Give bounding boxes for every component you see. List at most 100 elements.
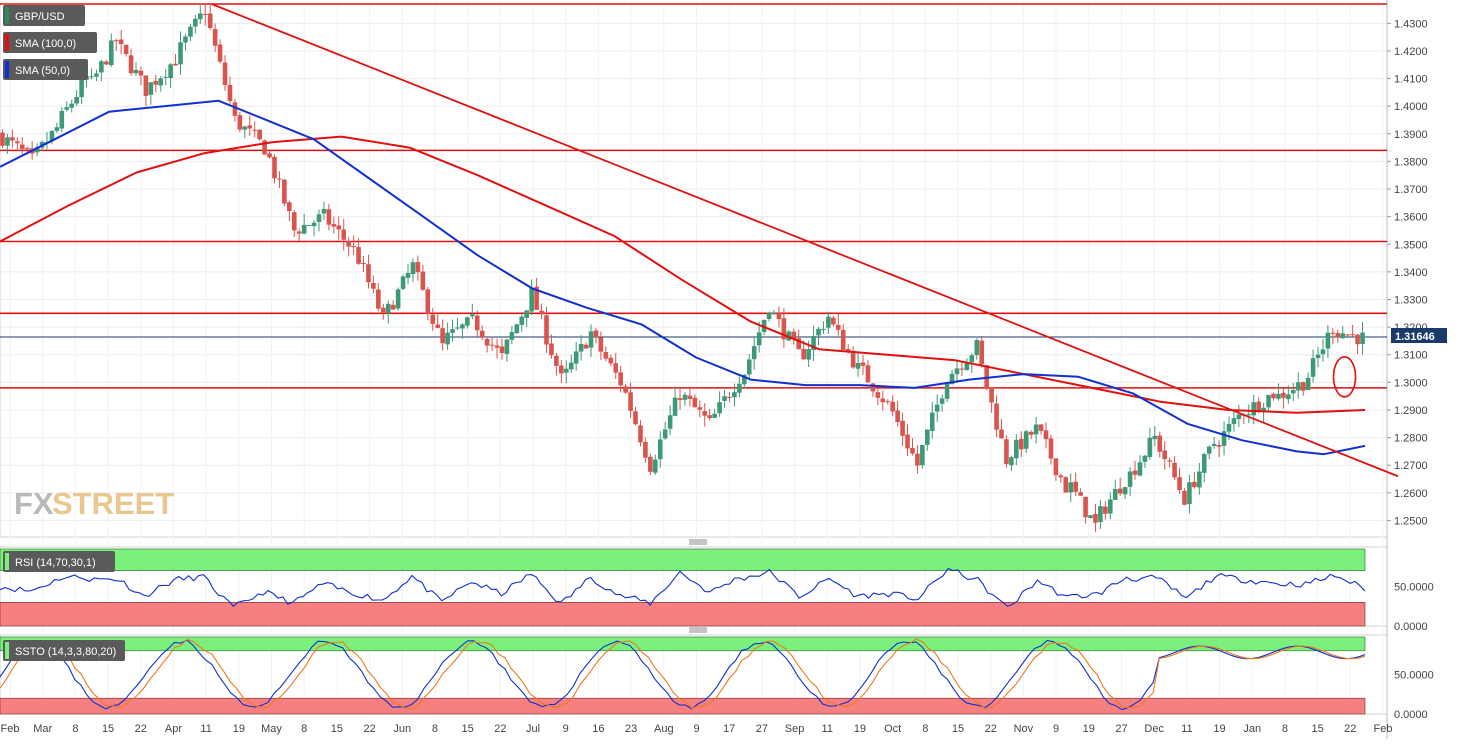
overbought-zone xyxy=(0,636,1366,652)
x-tick-label: 22 xyxy=(985,723,997,735)
legend-ssto[interactable]: SSTO (14,3,3,80,20) xyxy=(3,640,125,661)
candle xyxy=(133,62,139,76)
candle xyxy=(910,438,915,456)
candle xyxy=(657,431,663,468)
candle xyxy=(504,338,510,362)
y-tick-label: 1.4200 xyxy=(1394,46,1428,58)
candle xyxy=(272,154,277,184)
pct-d-line xyxy=(0,638,1366,710)
candle xyxy=(628,382,633,418)
candle xyxy=(1286,385,1291,404)
legend-sma50-label: SMA (50,0) xyxy=(15,65,70,77)
x-tick-label: 27 xyxy=(756,723,768,735)
candle xyxy=(1142,454,1148,469)
candle xyxy=(593,328,599,344)
candle xyxy=(118,29,124,55)
candle xyxy=(855,352,861,377)
x-tick-label: 8 xyxy=(1282,723,1288,735)
candle xyxy=(1048,434,1054,465)
candle xyxy=(311,220,317,237)
x-tick-label: 23 xyxy=(625,723,637,735)
y-tick-label: 1.3100 xyxy=(1394,350,1428,362)
y-tick-label: 1.2500 xyxy=(1394,515,1428,527)
candle xyxy=(559,359,564,384)
candle xyxy=(321,201,327,220)
candle xyxy=(939,394,945,412)
candle xyxy=(143,75,149,107)
legend-sma100[interactable]: SMA (100,0) xyxy=(3,32,97,53)
trendline xyxy=(211,3,1399,478)
candle xyxy=(188,24,193,42)
x-tick-label: 9 xyxy=(563,723,569,735)
candle xyxy=(618,366,623,393)
candle xyxy=(776,306,782,328)
candle xyxy=(771,309,777,316)
candle xyxy=(291,209,297,237)
y-tick-label: 1.3600 xyxy=(1394,212,1428,224)
y-tick-label: 1.4300 xyxy=(1394,18,1428,30)
candle xyxy=(687,386,693,407)
price-axis: 1.2500 1.2600 1.2700 1.2800 1.2900 1.3000 1.31… xyxy=(1387,18,1434,721)
candle xyxy=(1320,338,1326,362)
indicator-tick-label: 0.0000 xyxy=(1394,709,1428,721)
candle xyxy=(59,106,65,133)
candle xyxy=(682,392,688,406)
candle xyxy=(1310,349,1316,383)
x-tick-label: 22 xyxy=(494,723,506,735)
candle xyxy=(831,315,836,327)
candle xyxy=(1068,473,1074,502)
candle xyxy=(371,275,376,294)
candle xyxy=(336,216,342,241)
y-tick-label: 1.3500 xyxy=(1394,239,1428,251)
candle xyxy=(1172,456,1177,481)
candle xyxy=(514,323,520,334)
candle xyxy=(865,360,871,383)
candle xyxy=(197,5,203,24)
candle xyxy=(1122,486,1128,500)
legend-sma50[interactable]: SMA (50,0) xyxy=(3,59,88,80)
candle xyxy=(677,388,683,410)
candle xyxy=(549,334,554,359)
candle xyxy=(1073,472,1078,497)
candle xyxy=(1137,455,1143,477)
candle xyxy=(217,39,223,64)
candle xyxy=(128,48,134,76)
candle xyxy=(341,218,347,251)
y-tick-label: 1.4100 xyxy=(1394,74,1428,86)
candle xyxy=(445,322,450,350)
candle xyxy=(470,303,475,320)
x-tick-label: May xyxy=(261,723,282,735)
candle xyxy=(1098,500,1103,529)
candle xyxy=(380,303,386,320)
panel-frame-0 xyxy=(0,3,1388,538)
candle xyxy=(1216,440,1222,458)
candle xyxy=(1147,427,1153,460)
candle xyxy=(751,336,757,370)
panel-resize-handle-2[interactable] xyxy=(689,627,707,633)
candle xyxy=(49,130,55,145)
candle xyxy=(1043,422,1049,449)
moving-averages xyxy=(0,99,1366,456)
legend-gbpusd[interactable]: GBP/USD xyxy=(3,5,85,26)
candle xyxy=(178,31,183,75)
y-tick-label: 1.3700 xyxy=(1394,184,1428,196)
candle xyxy=(835,313,841,336)
candle xyxy=(722,389,727,408)
candle xyxy=(1182,488,1187,506)
legend-rsi[interactable]: RSI (14,70,30,1) xyxy=(3,551,115,572)
y-tick-label: 1.3400 xyxy=(1394,267,1428,279)
candle xyxy=(99,60,104,82)
candle xyxy=(1211,436,1217,449)
legend-sma100-label: SMA (100,0) xyxy=(15,38,76,50)
x-tick-label: 22 xyxy=(1344,723,1356,735)
candle xyxy=(34,143,40,157)
candle xyxy=(692,394,698,408)
candle xyxy=(697,400,703,418)
candle xyxy=(712,408,717,419)
x-tick-label: 11 xyxy=(200,723,211,735)
candle xyxy=(954,359,960,384)
candle xyxy=(400,274,406,291)
panel-resize-handle-1[interactable] xyxy=(689,539,707,545)
candle xyxy=(1078,488,1083,497)
